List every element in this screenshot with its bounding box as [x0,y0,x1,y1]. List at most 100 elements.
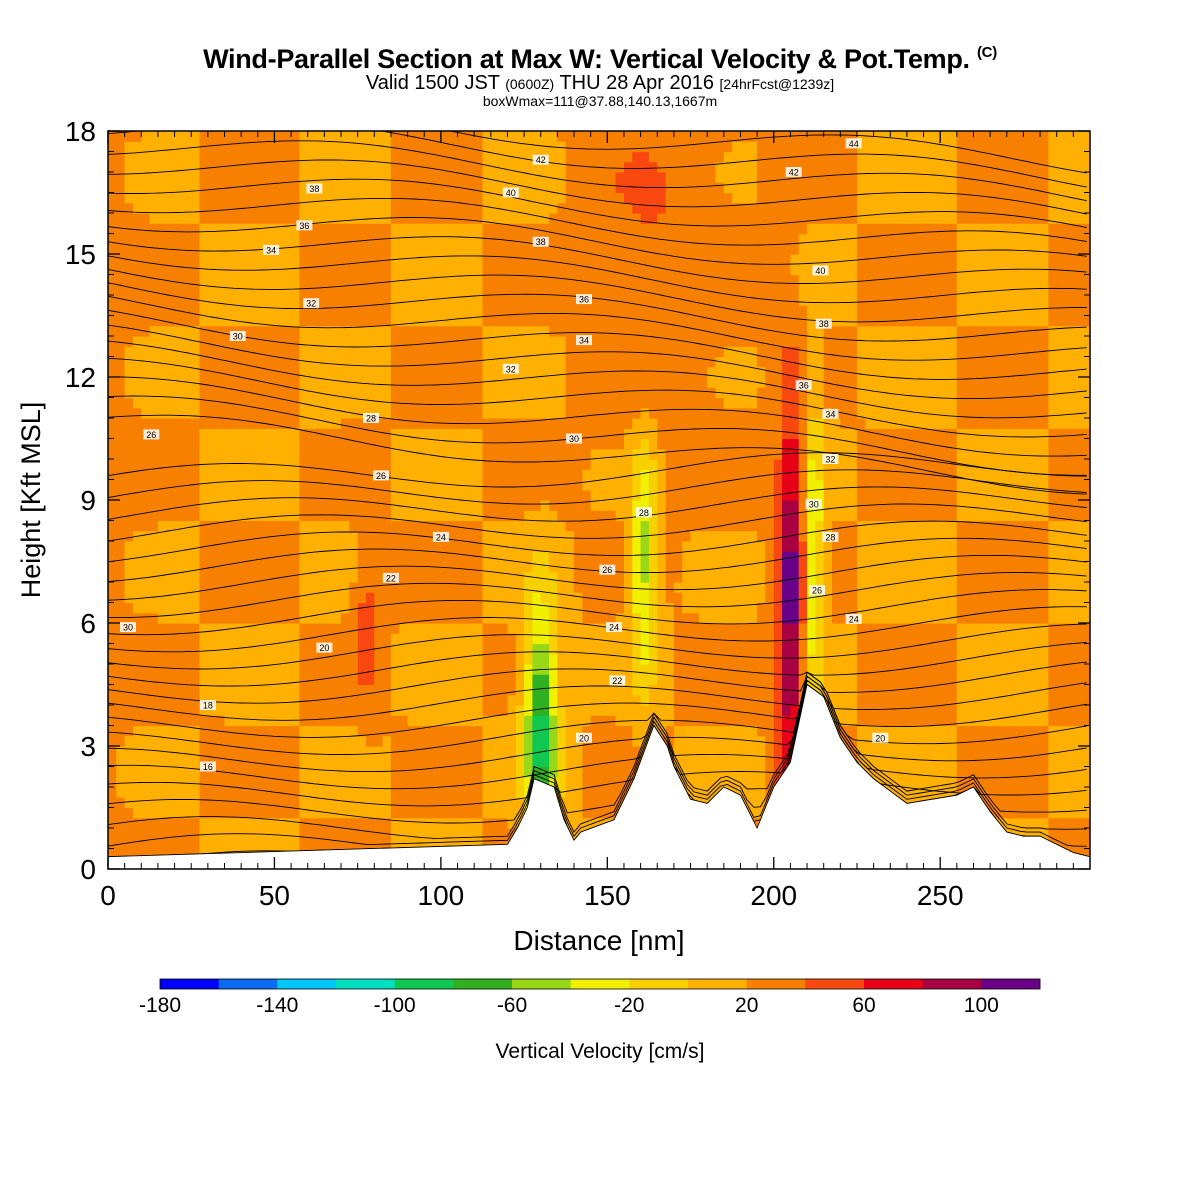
velocity-cell [565,469,575,481]
velocity-cell [191,510,201,522]
velocity-cell [607,161,617,173]
velocity-cell [615,735,625,747]
velocity-cell [224,817,234,829]
velocity-cell [648,551,658,563]
velocity-cell [532,612,542,624]
velocity-cell [499,612,508,624]
velocity-cell [216,192,226,204]
velocity-cell [274,735,284,747]
velocity-cell [440,694,450,706]
velocity-cell [440,274,450,286]
velocity-cell [274,643,284,655]
velocity-cell [332,612,342,624]
velocity-cell [133,571,142,583]
velocity-cell [332,684,342,696]
velocity-cell [540,776,550,788]
velocity-cell [141,756,151,768]
velocity-cell [524,469,533,481]
velocity-cell [540,520,550,532]
velocity-cell [157,489,167,501]
velocity-cell [524,325,533,337]
velocity-cell [515,664,525,675]
velocity-cell [282,336,292,347]
velocity-cell [424,623,434,634]
velocity-cell [307,366,317,378]
velocity-cell [199,746,209,757]
velocity-cell [474,776,484,788]
velocity-cell [224,213,234,224]
velocity-cell [349,705,359,716]
velocity-cell [582,213,592,224]
velocity-cell [257,838,267,850]
velocity-cell [374,305,384,317]
velocity-cell [133,141,142,153]
velocity-cell [673,172,683,183]
velocity-cell [648,346,658,358]
velocity-cell [549,674,558,686]
velocity-cell [624,551,633,563]
velocity-cell [274,141,284,153]
velocity-cell [665,694,675,706]
velocity-cell [307,274,317,286]
velocity-cell [241,807,251,819]
velocity-cell [590,315,600,327]
velocity-cell [390,387,400,399]
velocity-cell [390,623,400,634]
velocity-cell [599,766,608,778]
velocity-cell [515,407,525,419]
velocity-cell [224,500,234,511]
velocity-cell [341,243,350,255]
velocity-cell [199,438,209,450]
velocity-cell [232,274,242,286]
velocity-cell [482,223,492,235]
velocity-cell [141,746,151,757]
velocity-cell [565,776,575,788]
velocity-cell [157,336,167,347]
velocity-cell [224,161,234,173]
velocity-cell [166,356,176,368]
velocity-cell [232,612,242,624]
velocity-cell [249,653,259,665]
velocity-cell [424,510,434,522]
velocity-cell [207,807,217,819]
velocity-cell [274,325,284,337]
velocity-cell [282,828,292,839]
velocity-cell [232,541,242,552]
velocity-cell [108,817,117,829]
velocity-cell [341,766,350,778]
box-info: boxWmax=111@37.88,140.13,1667m [482,93,718,109]
velocity-cell [241,377,251,388]
velocity-cell [524,592,533,604]
velocity-cell [257,787,267,798]
velocity-cell [607,787,617,798]
velocity-cell [257,797,267,809]
velocity-cell [232,213,242,224]
velocity-cell [440,828,450,839]
velocity-cell [282,674,292,686]
velocity-cell [182,438,192,450]
velocity-cell [624,182,633,194]
velocity-cell [199,592,209,604]
velocity-cell [166,264,176,276]
velocity-cell [465,684,475,696]
velocity-cell [390,131,400,142]
velocity-cell [124,387,134,399]
velocity-cell [174,725,184,737]
velocity-cell [374,182,384,194]
velocity-cell [507,336,517,347]
velocity-cell [407,182,417,194]
velocity-cell [599,530,608,542]
velocity-cell [440,735,450,747]
velocity-cell [648,459,658,470]
velocity-cell [157,592,167,604]
velocity-cell [291,633,300,645]
velocity-cell [291,243,300,255]
velocity-cell [590,746,600,757]
velocity-cell [349,756,359,768]
velocity-cell [332,223,342,235]
velocity-cell [157,366,167,378]
velocity-cell [574,623,583,634]
velocity-cell [157,141,167,153]
velocity-cell [465,223,475,235]
velocity-cell [266,213,275,224]
